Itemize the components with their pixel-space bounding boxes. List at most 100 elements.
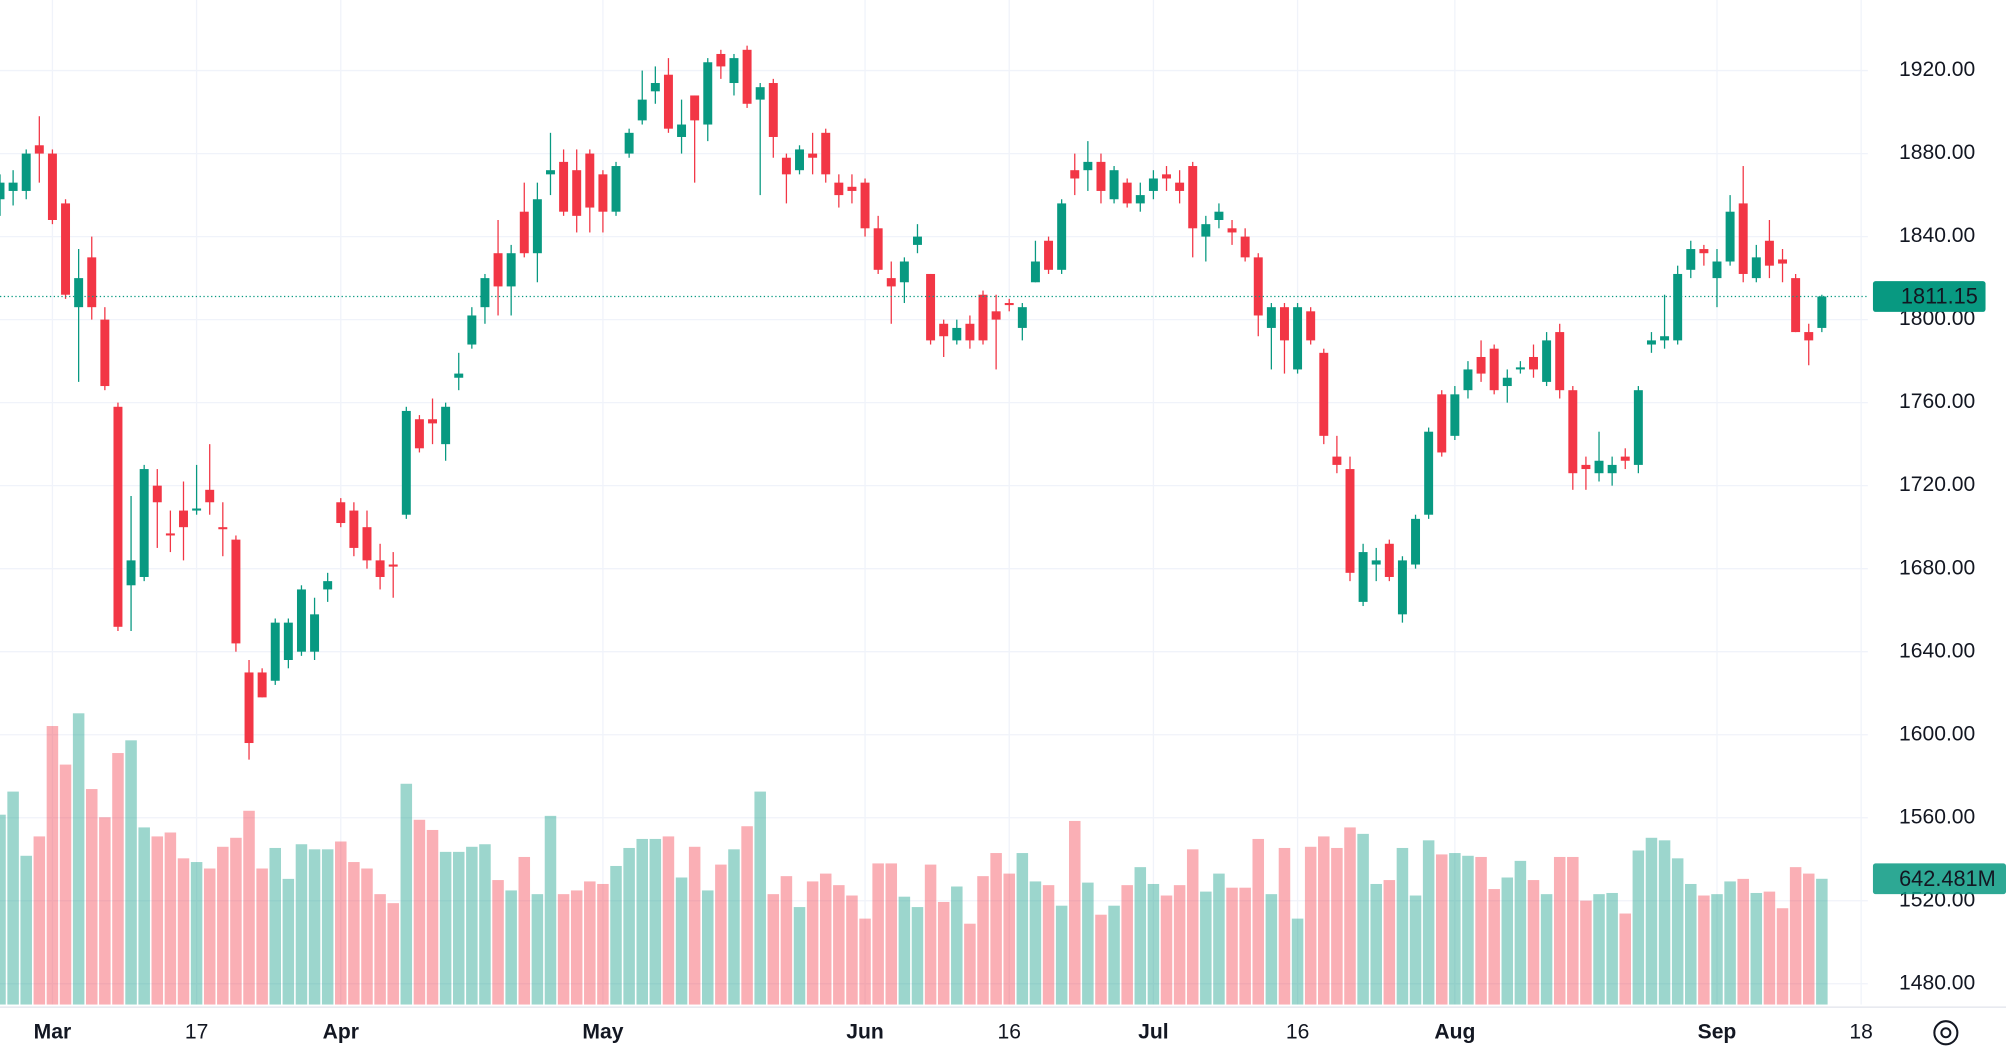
settings-icon[interactable] bbox=[1933, 1020, 1959, 1046]
volume-bar bbox=[754, 791, 766, 1005]
candle-body bbox=[1148, 178, 1158, 191]
candle-body bbox=[1555, 332, 1565, 391]
volume-bar bbox=[597, 883, 609, 1005]
candle-body bbox=[781, 157, 791, 175]
candle-body bbox=[1476, 356, 1486, 374]
volume-bar bbox=[308, 849, 321, 1005]
volume-bar bbox=[780, 876, 793, 1005]
candle-body bbox=[1633, 390, 1643, 465]
volume-bar bbox=[1488, 889, 1500, 1005]
last-volume-box bbox=[1872, 863, 2006, 895]
volume-bar bbox=[348, 862, 360, 1005]
x-tick-label: Sep bbox=[1698, 1020, 1737, 1043]
candle-body bbox=[1437, 394, 1447, 453]
volume-bar bbox=[833, 885, 845, 1005]
y-tick-label: 1880.00 bbox=[1899, 141, 1975, 164]
candle-body bbox=[1699, 249, 1709, 254]
volume-bar bbox=[138, 827, 150, 1005]
candle-body bbox=[677, 124, 687, 137]
volume-bar bbox=[33, 836, 46, 1005]
volume-bar bbox=[990, 853, 1002, 1005]
volume-bar bbox=[702, 890, 714, 1005]
volume-bar bbox=[1540, 894, 1553, 1005]
candle-body bbox=[637, 99, 647, 121]
volume-bar bbox=[1252, 838, 1265, 1005]
volume-bar bbox=[1383, 880, 1396, 1005]
y-tick-label: 1680.00 bbox=[1899, 556, 1975, 579]
candle-body bbox=[1804, 332, 1814, 341]
volume-bar bbox=[1514, 860, 1527, 1005]
volume-bar bbox=[662, 836, 675, 1005]
volume-bar bbox=[321, 849, 334, 1005]
candle-body bbox=[755, 87, 765, 100]
candle-body bbox=[1306, 311, 1316, 341]
candle-body bbox=[375, 560, 385, 577]
volume-bar bbox=[1134, 867, 1147, 1005]
volume-bar bbox=[256, 868, 268, 1005]
volume-bar bbox=[675, 877, 688, 1005]
volume-bar bbox=[715, 864, 727, 1005]
volume-bar bbox=[1671, 858, 1684, 1005]
volume-bar bbox=[1186, 849, 1199, 1005]
candle-body bbox=[926, 273, 936, 341]
volume-bar bbox=[1501, 877, 1514, 1005]
candle-body bbox=[0, 182, 5, 200]
candle-body bbox=[1594, 460, 1604, 474]
volume-bar bbox=[7, 791, 19, 1005]
volume-bar bbox=[177, 858, 190, 1005]
volume-bar bbox=[1318, 836, 1330, 1005]
candle-body bbox=[899, 261, 909, 283]
candle-body bbox=[1817, 296, 1827, 328]
candle-body bbox=[1660, 336, 1670, 341]
candle-body bbox=[218, 527, 228, 530]
candle-body bbox=[624, 132, 634, 154]
candle-body bbox=[860, 182, 870, 229]
volume-bar bbox=[1042, 885, 1055, 1005]
volume-bar bbox=[898, 896, 911, 1005]
volume-bar bbox=[1121, 885, 1133, 1005]
icon-ring bbox=[1933, 1020, 1959, 1046]
volume-bar bbox=[1370, 883, 1382, 1005]
volume-bar bbox=[859, 918, 871, 1005]
candle-body bbox=[310, 614, 320, 652]
volume-bar bbox=[951, 886, 963, 1005]
volume-bar bbox=[1802, 873, 1815, 1005]
candle-body bbox=[87, 257, 97, 308]
volume-bar bbox=[1449, 853, 1461, 1005]
volume-bar bbox=[557, 894, 570, 1005]
candle-body bbox=[650, 83, 660, 92]
candle-body bbox=[61, 203, 71, 295]
candle-body bbox=[126, 560, 136, 586]
x-tick-label: 16 bbox=[1286, 1020, 1309, 1043]
last-volume-label: 642.481M bbox=[1899, 866, 1996, 891]
candle-body bbox=[1188, 166, 1198, 229]
candle-body bbox=[1411, 518, 1421, 565]
candle-body bbox=[1620, 456, 1630, 461]
volume-bar bbox=[1069, 820, 1081, 1005]
candle-body bbox=[572, 170, 582, 216]
volume-bar bbox=[361, 868, 373, 1005]
candle-body bbox=[165, 533, 175, 536]
candle-body bbox=[1515, 367, 1525, 370]
volume-bar bbox=[1003, 873, 1015, 1005]
volume-bar bbox=[1789, 867, 1802, 1005]
volume-bar bbox=[1200, 891, 1212, 1005]
candle-body bbox=[139, 469, 149, 577]
candle-body bbox=[1581, 464, 1591, 470]
volume-bar bbox=[1278, 847, 1291, 1005]
volume-bar bbox=[1475, 856, 1487, 1005]
candle-body bbox=[821, 132, 831, 175]
volume-bar bbox=[977, 876, 989, 1005]
candle-body bbox=[1319, 352, 1329, 436]
candle-body bbox=[1542, 340, 1552, 382]
candle-body bbox=[965, 323, 975, 341]
candle-body bbox=[1791, 278, 1801, 333]
candle-body bbox=[1764, 240, 1774, 266]
volume-bar bbox=[387, 903, 399, 1005]
y-tick-label: 1800.00 bbox=[1899, 307, 1975, 330]
candle-body bbox=[1293, 307, 1303, 370]
candle-body bbox=[467, 315, 477, 345]
volume-bar bbox=[1724, 881, 1736, 1005]
volume-bar bbox=[1016, 853, 1029, 1005]
volume-bar bbox=[1658, 840, 1671, 1005]
